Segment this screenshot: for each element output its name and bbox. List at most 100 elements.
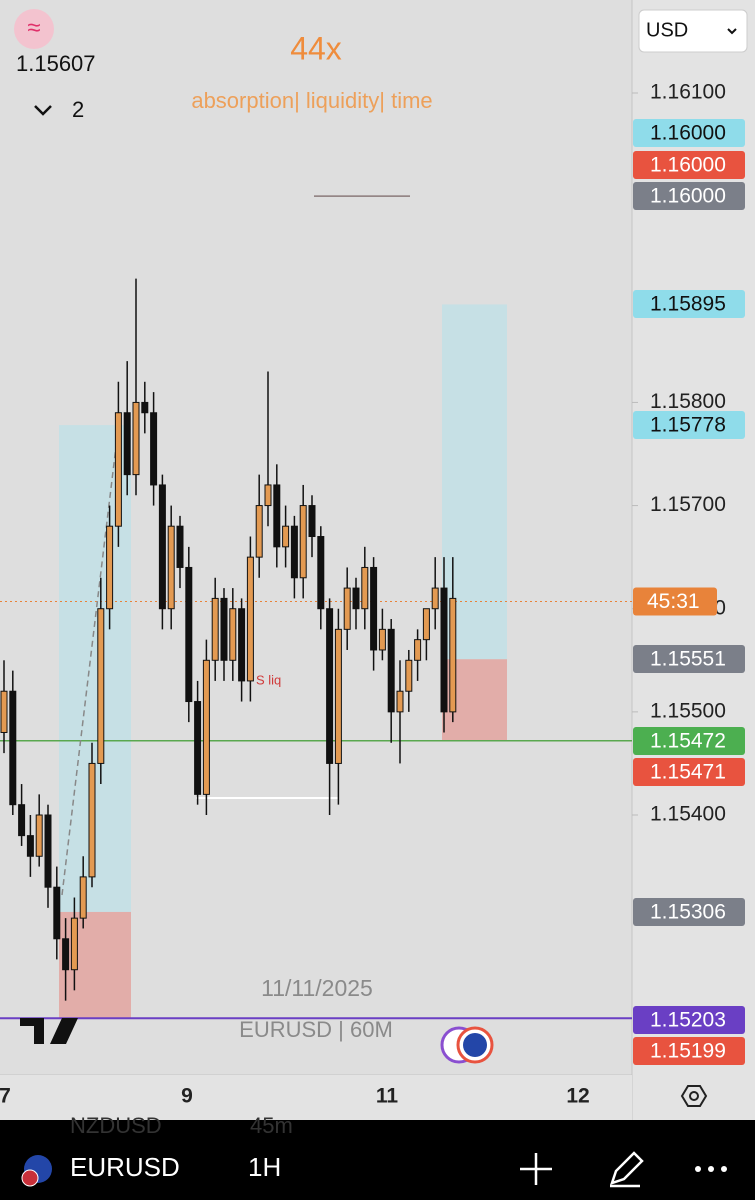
candle-body: [132, 401, 140, 476]
price-badge: [633, 898, 745, 926]
currency-label: USD: [646, 19, 688, 41]
candle-body: [176, 525, 184, 568]
draw-icon[interactable]: [610, 1151, 644, 1188]
x-tick-label: 9: [181, 1085, 193, 1108]
x-tick-label: 12: [566, 1085, 589, 1108]
candle-body: [246, 556, 254, 682]
candle-body: [194, 701, 202, 795]
y-tick-label: 1.16100: [650, 81, 726, 104]
price-badge: [633, 727, 745, 755]
price-badge-label: 1.15471: [650, 761, 726, 784]
price-badge: [633, 758, 745, 786]
candle-body: [18, 804, 26, 837]
candle-body: [352, 587, 360, 610]
stop-zone: [59, 911, 131, 1019]
indicator-logo[interactable]: [14, 9, 54, 49]
candle-body: [53, 886, 61, 940]
collapse-icon[interactable]: [34, 105, 52, 116]
y-tick-label: 1.15700: [650, 493, 726, 516]
price-badge: [633, 119, 745, 147]
candle-body: [44, 814, 52, 888]
price-badge: [633, 1037, 745, 1065]
candle-body: [202, 659, 210, 795]
candle-body: [229, 608, 237, 661]
candle-body: [106, 525, 114, 610]
logo-glyph: ≈: [27, 14, 40, 41]
chart-subtitle: absorption| liquidity| time: [191, 88, 432, 113]
price-badge-label: 1.15778: [650, 414, 726, 437]
candle-body: [449, 597, 457, 713]
candle-body: [405, 659, 413, 692]
time-axis: [0, 1075, 632, 1120]
candle-body: [299, 505, 307, 579]
countdown-label: 45:31: [647, 590, 700, 613]
price-badge: [633, 411, 745, 439]
candle-body: [422, 608, 430, 641]
candle-body: [343, 587, 351, 630]
y-tick-label: 1.15500: [650, 699, 726, 722]
chart-title: 44x: [290, 30, 342, 66]
toolbar-symbol[interactable]: EURUSD: [70, 1152, 180, 1182]
candle-body: [440, 587, 448, 713]
countdown-badge: [633, 587, 717, 616]
settings-icon[interactable]: [680, 1085, 708, 1107]
eu-flag: [463, 1033, 487, 1057]
candle-body: [88, 762, 96, 878]
candle-body: [326, 608, 334, 764]
candle-body: [273, 484, 281, 548]
candle-body: [185, 566, 193, 703]
candle-body: [123, 412, 131, 476]
price-badge: [633, 151, 745, 179]
price-badge-label: 1.16000: [650, 154, 726, 177]
candle-body: [62, 938, 70, 971]
candle-body: [317, 536, 325, 610]
foreground-layer: 7 9 11 12 1.16000 1.16000 1.16000 1.15895 1.1577…: [0, 119, 745, 1108]
date-watermark: 11/11/2025: [261, 975, 373, 1001]
price-badge-label: 1.15203: [650, 1009, 726, 1032]
settings-icon-core: [689, 1091, 699, 1101]
price-badge: [633, 290, 745, 318]
candle-body: [238, 608, 246, 682]
ghost-symbol: NZDUSD: [70, 1113, 162, 1138]
price-badge-label: 1.16000: [650, 185, 726, 208]
annotation: S liq: [256, 672, 281, 687]
x-tick-label: 7: [0, 1085, 11, 1108]
add-icon[interactable]: [520, 1153, 552, 1185]
candle-body: [114, 412, 122, 527]
ghost-interval: 45m: [250, 1113, 293, 1138]
symbol-watermark: EURUSD | 60M: [239, 1017, 393, 1042]
price-badge-label: 1.15472: [650, 730, 726, 753]
price-badge: [633, 1006, 745, 1034]
dropdown-icon: [727, 28, 737, 35]
price-badge: [633, 182, 745, 210]
candle-body: [150, 412, 158, 486]
more-icon[interactable]: [695, 1166, 727, 1172]
candle-body: [431, 587, 439, 610]
candle-body: [35, 814, 43, 857]
candle-body: [290, 525, 298, 579]
candle-body: [396, 690, 404, 713]
price-badge-label: 1.16000: [650, 122, 726, 145]
candle-body: [26, 835, 34, 857]
candle-body: [70, 917, 78, 971]
toolbar-interval[interactable]: 1H: [248, 1152, 281, 1182]
candle-body: [387, 628, 395, 713]
x-tick-label: 11: [376, 1085, 399, 1108]
tv-logo[interactable]: [20, 1018, 78, 1044]
candle-body: [167, 525, 175, 610]
candle-body: [220, 597, 228, 661]
price-badge: [633, 645, 745, 673]
price-badge-label: 1.15199: [650, 1040, 726, 1063]
candle-body: [9, 690, 17, 806]
candles: [0, 278, 457, 1001]
price-badge-label: 1.15551: [650, 648, 726, 671]
y-tick-label: 1.15400: [650, 803, 726, 826]
currency-select[interactable]: [638, 9, 748, 53]
price-badge-label: 1.15895: [650, 293, 726, 316]
trend-line: [61, 429, 119, 896]
y-tick-label: 1.15800: [650, 390, 726, 413]
candle-body: [141, 401, 149, 414]
candle-body: [264, 484, 272, 507]
